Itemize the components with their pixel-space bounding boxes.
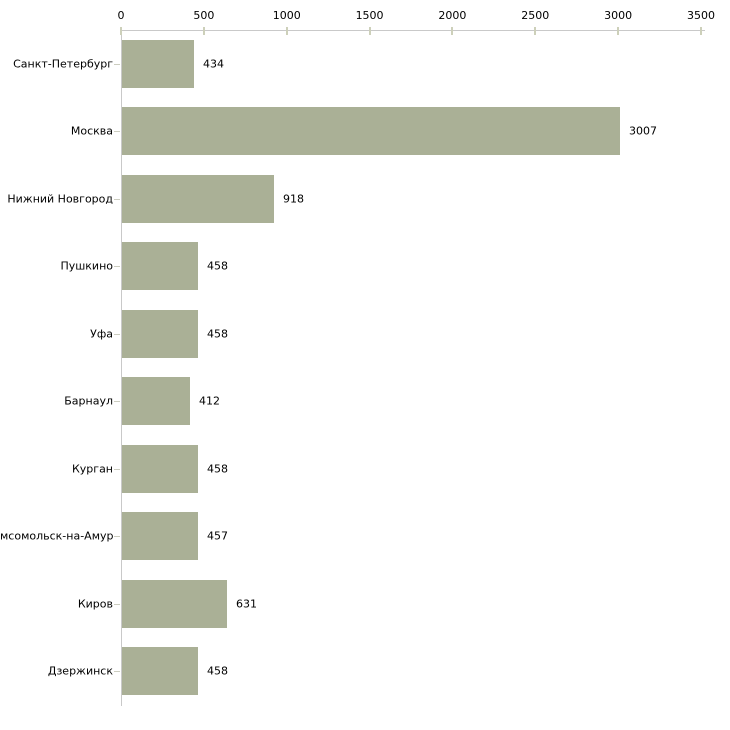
value-label: 458 <box>207 664 228 678</box>
chart-row: Нижний Новгород 918 <box>0 165 730 232</box>
chart-row: мсомольск-на-Амуре 457 <box>0 503 730 570</box>
chart-row: Санкт-Петербург 434 <box>0 30 730 97</box>
x-tick-label: 1500 <box>355 9 384 22</box>
bar <box>122 647 198 695</box>
x-tick-label: 2500 <box>521 9 550 22</box>
category-label: Санкт-Петербург <box>13 57 113 70</box>
value-label: 434 <box>203 57 224 70</box>
chart-row: Москва 3007 <box>0 98 730 165</box>
chart-row: Барнаул 412 <box>0 368 730 435</box>
category-label: Барнаул <box>64 394 113 408</box>
category-tick-mark <box>114 333 120 335</box>
x-tick-label: 1000 <box>272 9 301 22</box>
bar <box>122 579 227 628</box>
bar <box>122 444 198 493</box>
bar <box>122 39 194 88</box>
chart-row: Киров 631 <box>0 570 730 637</box>
bar <box>122 174 274 223</box>
x-tick-mark <box>120 27 122 35</box>
x-tick-label: 500 <box>193 9 215 22</box>
category-tick-mark <box>114 468 120 470</box>
chart-row: Уфа 458 <box>0 300 730 367</box>
bar <box>122 512 198 560</box>
category-tick-mark <box>114 266 120 267</box>
category-tick-mark <box>114 603 120 605</box>
value-label: 631 <box>236 597 257 610</box>
x-tick-mark <box>617 27 620 35</box>
bar <box>122 107 620 155</box>
value-label: 918 <box>283 192 304 205</box>
category-tick-mark <box>114 401 120 402</box>
x-tick-label: 0 <box>117 9 125 22</box>
category-label: Уфа <box>90 327 113 340</box>
category-label: Киров <box>77 597 113 610</box>
category-label: Курган <box>71 462 113 475</box>
category-tick-mark <box>114 671 120 672</box>
x-tick-label: 2000 <box>438 9 467 22</box>
x-tick-mark <box>202 27 205 35</box>
value-label: 458 <box>207 327 228 340</box>
x-axis-line <box>121 30 705 31</box>
category-tick-mark <box>114 198 120 200</box>
x-tick-mark <box>368 27 371 35</box>
x-tick-mark <box>700 27 702 35</box>
y-axis-line <box>121 30 122 706</box>
category-tick-mark <box>114 63 120 65</box>
bar <box>122 242 198 290</box>
bar <box>122 309 198 358</box>
category-label: Пушкино <box>60 259 113 273</box>
category-tick-mark <box>114 131 120 132</box>
category-label: Нижний Новгород <box>7 192 113 205</box>
chart-row: Пушкино 458 <box>0 233 730 300</box>
value-label: 412 <box>199 394 220 408</box>
chart-row: Дзержинск 458 <box>0 638 730 705</box>
category-label: Москва <box>70 124 113 138</box>
category-label: Дзержинск <box>47 664 113 678</box>
x-tick-mark <box>534 27 537 35</box>
category-tick-mark <box>114 536 120 537</box>
chart-row: Курган 458 <box>0 435 730 502</box>
x-tick-mark <box>285 27 288 35</box>
x-tick-label: 3000 <box>604 9 633 22</box>
category-label: мсомольск-на-Амуре <box>0 529 113 543</box>
bar <box>122 377 190 425</box>
value-label: 457 <box>207 529 228 543</box>
x-tick-mark <box>451 27 454 35</box>
value-label: 3007 <box>629 124 657 138</box>
value-label: 458 <box>207 462 228 475</box>
x-tick-label: 3500 <box>687 9 715 22</box>
value-label: 458 <box>207 259 228 273</box>
